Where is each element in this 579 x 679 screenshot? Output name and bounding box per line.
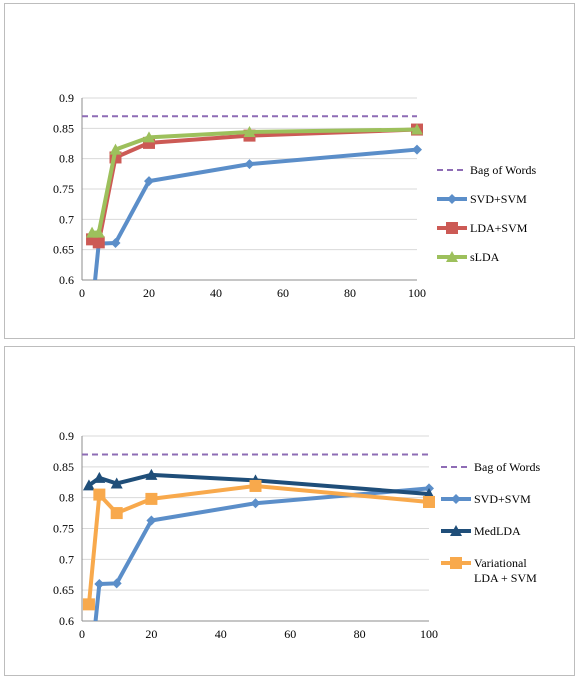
chart-1-xtick-4: 80 xyxy=(354,627,366,641)
chart-1-ytick-2: 0.7 xyxy=(59,552,74,566)
chart-1-series-1-point-4 xyxy=(250,498,261,509)
chart-0-series-3-point-4 xyxy=(243,125,256,137)
chart-1-legend-0-label-line-0: Bag of Words xyxy=(474,460,540,474)
chart-1-legend-0-label: Bag of Words xyxy=(474,460,540,474)
chart-1-ytick-4: 0.8 xyxy=(59,491,74,505)
chart-0-legend-3-label-line-0: sLDA xyxy=(470,250,500,264)
chart-0-series-2-line xyxy=(91,127,418,245)
chart-0-ytick-4: 0.8 xyxy=(59,152,74,166)
chart-1-series-3-point-3 xyxy=(145,492,158,505)
chart-0-series-1-point-3 xyxy=(144,176,154,187)
chart-0-legend-2-label-line-0: LDA+SVM xyxy=(470,221,528,235)
chart-0-xtick-0: 0 xyxy=(79,286,85,300)
chart-0-series-1-point-4 xyxy=(244,159,255,170)
chart-1-legend-1-label-line-0: SVD+SVM xyxy=(474,492,531,506)
chart-0-xtick-5: 100 xyxy=(408,286,426,300)
chart-1-legend-3-label: Variational LDA + SVM xyxy=(474,556,537,585)
chart-0-series-3-point-legend xyxy=(446,251,458,262)
chart-0-series-3-point-1 xyxy=(92,226,105,238)
chart-1-xtick-3: 60 xyxy=(284,627,296,641)
chart-0-series-2-point-legend xyxy=(446,222,458,234)
chart-1-series-1-point-0 xyxy=(87,647,97,657)
chart-1-series-3-point-1 xyxy=(93,488,106,501)
chart-1-legend-2-label-line-0: MedLDA xyxy=(474,524,521,538)
chart-1-xtick-1: 20 xyxy=(145,627,157,641)
chart-0-series-1-point-5 xyxy=(412,144,422,155)
chart-1-series-3-line xyxy=(86,483,430,605)
chart-1-legend-1-label: SVD+SVM xyxy=(474,492,531,506)
chart-0-ytick-3: 0.75 xyxy=(53,182,74,196)
chart-0-ytick-2: 0.7 xyxy=(59,212,74,226)
chart-0-series-1-point-2 xyxy=(110,237,121,248)
chart-0-legend-3-label: sLDA xyxy=(470,250,500,264)
chart-1-series-3-point-5 xyxy=(423,495,435,508)
chart-1-series-1-line xyxy=(93,486,430,621)
chart-0-ytick-1: 0.65 xyxy=(53,243,74,257)
chart-panel-meanfield: 0.6 0.65 0.7 0.75 0.8 0.85 0.9 0 20 40 60 80 100 Bag … xyxy=(4,346,575,676)
chart-0-legend-0-label: Bag of Words xyxy=(470,163,536,177)
chart-0-xtick-3: 60 xyxy=(277,286,289,300)
chart-1-xtick-2: 40 xyxy=(215,627,227,641)
chart-1-series-1-point-legend xyxy=(451,494,461,504)
chart-1-legend-3-label-line-1: LDA + SVM xyxy=(474,571,537,585)
chart-meanfield-svg: 0.6 0.65 0.7 0.75 0.8 0.85 0.9 0 20 40 60 80 100 Bag … xyxy=(53,429,540,657)
chart-1-plot-area xyxy=(82,453,435,657)
chart-0-xtick-2: 40 xyxy=(210,286,222,300)
chart-0-xtick-1: 20 xyxy=(143,286,155,300)
chart-1-ytick-1: 0.65 xyxy=(53,583,74,597)
chart-1-series-3-point-legend xyxy=(450,557,462,569)
chart-1-series-1-point-3 xyxy=(146,515,157,526)
chart-1-series-2-point-1 xyxy=(93,471,106,483)
chart-1-ytick-6: 0.9 xyxy=(59,429,74,443)
chart-1-series-3-point-0 xyxy=(82,598,95,611)
chart-1-series-3-point-4 xyxy=(249,479,262,492)
chart-0-series-1-line xyxy=(93,147,418,280)
chart-1-ytick-3: 0.75 xyxy=(53,522,74,536)
chart-0-plot-area xyxy=(82,115,423,315)
chart-1-ytick-0: 0.6 xyxy=(59,614,74,628)
chart-0-legend-0-label-line-0: Bag of Words xyxy=(470,163,536,177)
chart-1-xtick-0: 0 xyxy=(79,627,85,641)
chart-0-ytick-5: 0.85 xyxy=(53,121,74,135)
chart-1-ytick-5: 0.85 xyxy=(53,460,74,474)
chart-0-ytick-0: 0.6 xyxy=(59,273,74,287)
chart-0-legend-1-label: SVD+SVM xyxy=(470,192,527,206)
chart-1-series-2-point-legend xyxy=(450,525,462,536)
chart-1-series-2-point-0 xyxy=(82,479,95,491)
chart-1-xtick-5: 100 xyxy=(420,627,438,641)
chart-0-series-3-point-3 xyxy=(143,131,155,143)
chart-1-series-1-point-2 xyxy=(111,578,122,589)
chart-0-series-3-point-5 xyxy=(411,123,423,135)
chart-1-legend-2-label: MedLDA xyxy=(474,524,521,538)
chart-0-series-2-point-1 xyxy=(92,236,105,249)
chart-0-xtick-4: 80 xyxy=(344,286,356,300)
chart-0-series-1-point-0 xyxy=(87,305,97,315)
chart-1-series-1-point-1 xyxy=(94,579,105,589)
chart-1-series-2-point-3 xyxy=(145,468,158,480)
chart-gibbs-svg: 0.6 0.65 0.7 0.75 0.8 0.85 0.9 0 20 40 60 80 100 Bag … xyxy=(53,91,536,315)
chart-1-series-2-point-2 xyxy=(110,477,123,489)
chart-0-legend-1-label-line-0: SVD+SVM xyxy=(470,192,527,206)
chart-panel-gibbs: 0.6 0.65 0.7 0.75 0.8 0.85 0.9 0 20 40 60 80 100 Bag … xyxy=(4,3,575,339)
chart-1-series-3-point-2 xyxy=(110,507,123,520)
chart-0-legend-2-label: LDA+SVM xyxy=(470,221,528,235)
chart-0-series-1-point-legend xyxy=(447,194,457,204)
chart-0-ytick-6: 0.9 xyxy=(59,91,74,105)
chart-1-legend-3-label-line-0: Variational xyxy=(474,556,527,570)
chart-0-series-3-point-2 xyxy=(109,143,122,155)
